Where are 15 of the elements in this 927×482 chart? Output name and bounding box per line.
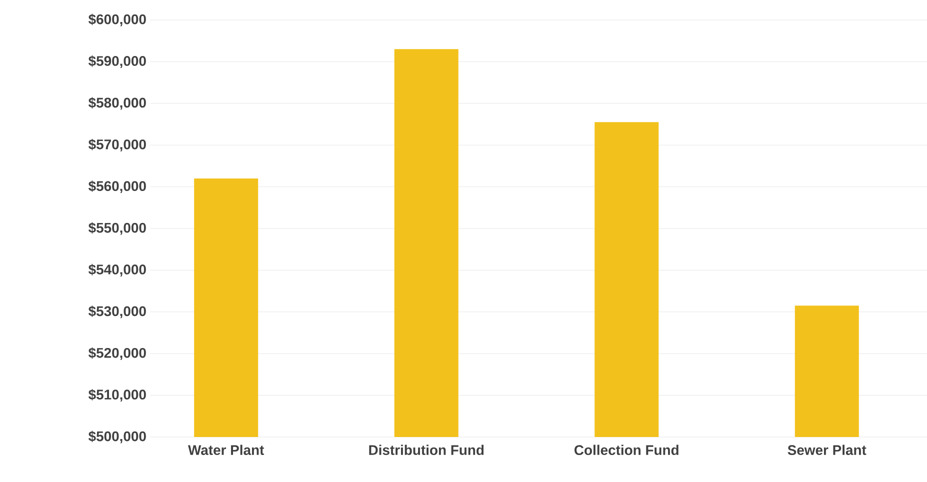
y-tick-label: $560,000 [88,180,146,194]
y-tick-label: $520,000 [88,347,146,360]
y-tick-label: $580,000 [88,97,146,110]
y-tick-label: $500,000 [88,430,146,444]
x-tick-label: Distribution Fund [369,444,484,456]
y-tick-label: $590,000 [88,55,146,68]
x-tick-label: Water Plant [188,444,264,456]
y-tick-label: $510,000 [88,389,146,402]
y-tick-label: $550,000 [88,222,146,235]
y-tick-label: $570,000 [88,138,146,152]
y-tick-label: $530,000 [88,306,146,318]
y-tick-label: $540,000 [88,264,146,276]
y-tick-label: $600,000 [88,14,146,26]
x-tick-label: Sewer Plant [788,444,866,456]
x-tick-label: Collection Fund [574,444,678,456]
